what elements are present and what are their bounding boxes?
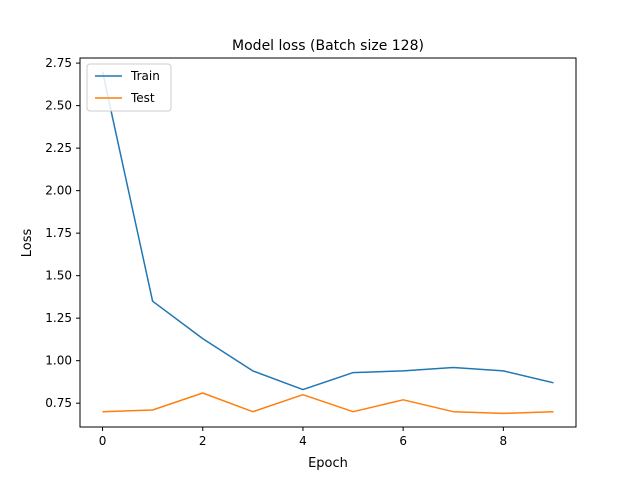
x-tick-label: 6 — [399, 434, 407, 448]
chart-title: Model loss (Batch size 128) — [232, 38, 424, 54]
y-tick-label: 1.50 — [45, 269, 72, 283]
y-tick-label: 0.75 — [45, 396, 72, 410]
y-tick-label: 1.25 — [45, 311, 72, 325]
y-tick-label: 2.00 — [45, 184, 72, 198]
y-tick-label: 2.25 — [45, 141, 72, 155]
y-tick-label: 2.75 — [45, 56, 72, 70]
y-tick-label: 1.75 — [45, 226, 72, 240]
legend-label-test: Test — [130, 91, 155, 105]
legend: Train Test — [87, 64, 171, 111]
y-tick-label: 2.50 — [45, 99, 72, 113]
x-tick-label: 4 — [299, 434, 307, 448]
y-axis-label: Loss — [20, 229, 35, 258]
x-axis-label: Epoch — [308, 456, 348, 471]
y-tick-label: 1.00 — [45, 354, 72, 368]
legend-label-train: Train — [130, 69, 160, 83]
x-tick-label: 8 — [500, 434, 508, 448]
x-tick-label: 0 — [99, 434, 107, 448]
x-tick-label: 2 — [199, 434, 207, 448]
